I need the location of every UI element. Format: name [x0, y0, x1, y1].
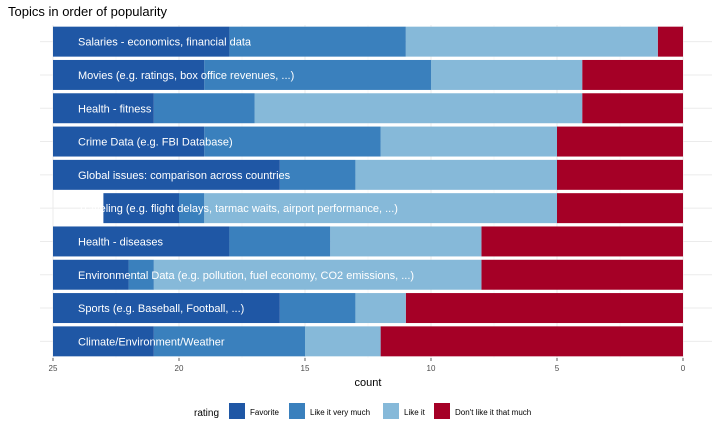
- bar-segment: [204, 59, 431, 90]
- bar-segment: [557, 193, 683, 224]
- x-tick-label: 0: [681, 364, 686, 373]
- bar-segment: [153, 259, 482, 290]
- bar-segment: [481, 259, 683, 290]
- bar-segment: [355, 159, 557, 190]
- bar-segment: [657, 26, 683, 57]
- x-tick-label: 10: [427, 364, 436, 373]
- bar-segment: [128, 259, 154, 290]
- bar-segment: [153, 326, 305, 357]
- legend-swatch: [434, 403, 450, 419]
- category-label: Movies (e.g. ratings, box office revenue…: [78, 70, 294, 82]
- bar-segment: [53, 93, 154, 124]
- category-label: Traveling (e.g. flight delays, tarmac wa…: [78, 203, 398, 215]
- bar-segment: [229, 26, 406, 57]
- category-label: Climate/Environment/Weather: [78, 336, 225, 348]
- x-tick-label: 25: [49, 364, 58, 373]
- x-axis-title: count: [355, 377, 382, 389]
- bar-segment: [557, 126, 683, 157]
- bar-segment: [53, 26, 230, 57]
- category-label: Environmental Data (e.g. pollution, fuel…: [78, 270, 414, 282]
- bar-segment: [229, 226, 331, 257]
- category-label: Health - diseases: [78, 236, 163, 248]
- bar-segment: [582, 93, 683, 124]
- bar-segment: [279, 293, 356, 324]
- bar-segment: [53, 326, 154, 357]
- bar-segment: [53, 126, 205, 157]
- category-label: Global issues: comparison across countri…: [78, 170, 291, 182]
- legend: rating Favorite Like it very much Like it D…: [194, 403, 531, 419]
- bar-segment: [481, 226, 683, 257]
- chart-title: Topics in order of popularity: [8, 4, 167, 19]
- bar-segment: [405, 26, 658, 57]
- bar-segment: [355, 293, 406, 324]
- x-tick-label: 5: [555, 364, 560, 373]
- bar-segment: [431, 59, 583, 90]
- x-axis-ticks: 25 20 15 10 5 0: [49, 358, 686, 373]
- category-label: Crime Data (e.g. FBI Database): [78, 137, 233, 149]
- legend-label: Like it: [404, 408, 426, 417]
- bar-segment: [179, 193, 205, 224]
- x-tick-label: 15: [301, 364, 310, 373]
- bar-segment: [204, 193, 557, 224]
- bar-segment: [204, 126, 381, 157]
- bar-segment: [153, 93, 255, 124]
- x-tick-label: 20: [175, 364, 184, 373]
- bar-segment: [254, 93, 583, 124]
- bar-segment: [582, 59, 683, 90]
- bar-segment: [405, 293, 683, 324]
- bar-segment: [279, 159, 356, 190]
- bar-segment: [305, 326, 381, 357]
- bar-segment: [103, 193, 179, 224]
- legend-title: rating: [194, 408, 219, 419]
- bar-segment: [53, 159, 280, 190]
- category-label: Health - fitness: [78, 103, 152, 115]
- legend-label: Like it very much: [310, 408, 370, 417]
- category-labels: Salaries - economics, financial data Movi…: [78, 37, 414, 349]
- bar-segment: [53, 59, 205, 90]
- category-label: Sports (e.g. Baseball, Football, ...): [78, 303, 244, 315]
- legend-swatch: [289, 403, 305, 419]
- bar-segment: [53, 259, 129, 290]
- bar-segment: [557, 159, 683, 190]
- bar-segment: [330, 226, 482, 257]
- legend-swatch: [229, 403, 245, 419]
- category-label: Salaries - economics, financial data: [78, 37, 252, 49]
- bar-segment: [53, 226, 230, 257]
- bars: [53, 26, 683, 357]
- bar-segment: [380, 126, 557, 157]
- bar-segment: [380, 326, 683, 357]
- legend-swatch: [383, 403, 399, 419]
- bar-segment: [53, 293, 280, 324]
- legend-label: Don't like it that much: [455, 408, 531, 417]
- legend-label: Favorite: [250, 408, 279, 417]
